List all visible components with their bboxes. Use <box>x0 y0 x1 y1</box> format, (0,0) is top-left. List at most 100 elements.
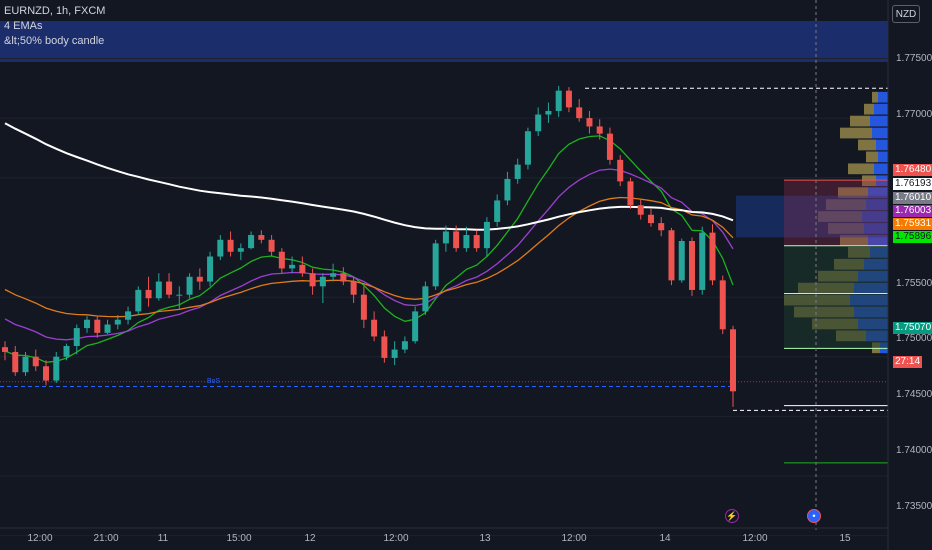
y-tick: 1.74500 <box>896 389 932 400</box>
candle-body <box>360 294 367 320</box>
candles <box>2 85 736 407</box>
volume-bar-yellow <box>864 103 874 115</box>
candle-body <box>637 205 644 215</box>
candle-body <box>135 289 142 312</box>
candle-body <box>576 107 583 119</box>
candle-body <box>514 164 521 179</box>
calendar-icon[interactable]: • <box>807 509 821 523</box>
candle-body <box>84 319 91 329</box>
candle-body <box>483 221 490 249</box>
candle-body <box>207 256 214 282</box>
currency-badge[interactable]: NZD <box>892 5 920 23</box>
candle-body <box>524 131 531 165</box>
y-tick: 1.77500 <box>896 53 932 64</box>
price-label-5: 1.75931 <box>893 218 932 230</box>
candle-body <box>678 240 685 281</box>
candle-body <box>699 232 706 290</box>
volume-bar-blue <box>876 175 888 187</box>
candle-body <box>125 311 132 320</box>
volume-bar-yellow <box>848 163 874 175</box>
y-tick: 1.74000 <box>896 445 932 456</box>
x-tick: 12:00 <box>742 533 768 544</box>
candle-body <box>432 243 439 287</box>
volume-bar-yellow <box>866 151 878 163</box>
zones <box>736 179 888 349</box>
candle-body <box>155 281 162 299</box>
x-tick: 11 <box>157 533 169 544</box>
candle-body <box>73 328 80 346</box>
candle-body <box>371 319 378 337</box>
candle-body <box>606 133 613 160</box>
price-label-7: 1.75070 <box>893 322 932 334</box>
candle-body <box>688 240 695 290</box>
price-label-1: 1.76480 <box>893 164 932 176</box>
price-label-6: 1.75896 <box>893 231 932 243</box>
candle-body <box>494 200 501 222</box>
candle-body <box>647 214 654 224</box>
ema-line <box>4 168 734 341</box>
session-band <box>0 21 888 62</box>
value-area-lower <box>784 245 888 349</box>
candle-body <box>401 341 408 350</box>
candle-body <box>719 280 726 330</box>
x-tick: 14 <box>659 533 671 544</box>
candle-body <box>32 356 39 367</box>
volume-bar-blue <box>874 103 888 115</box>
candle-body <box>412 311 419 342</box>
x-tick: 12:00 <box>383 533 409 544</box>
volume-bar-yellow <box>862 175 876 187</box>
candle-body <box>227 239 234 252</box>
volume-bar-yellow <box>840 127 872 139</box>
candle-body <box>309 273 316 287</box>
volume-bar-yellow <box>840 235 868 246</box>
candle-body <box>422 286 429 312</box>
candle-body <box>565 90 572 108</box>
lightning-icon[interactable]: ⚡ <box>725 509 739 523</box>
volume-bar-blue <box>876 139 888 151</box>
candle-body <box>22 356 29 373</box>
candle-body <box>145 289 152 299</box>
candle-body <box>94 319 101 333</box>
x-tick: 13 <box>479 533 491 544</box>
candle-body <box>217 239 224 257</box>
volume-bar-blue <box>878 91 888 103</box>
candle-body <box>535 114 542 132</box>
candle-body <box>340 273 347 282</box>
candle-body <box>196 276 203 282</box>
candle-body <box>114 319 121 325</box>
candle-body <box>545 110 552 115</box>
candle-body <box>504 178 511 201</box>
candle-body <box>258 235 265 240</box>
volume-bar-blue <box>868 235 888 246</box>
candle-body <box>166 281 173 295</box>
symbol-title: EURNZD, 1h, FXCM <box>4 5 106 17</box>
candle-body <box>596 126 603 134</box>
candle-body <box>730 329 736 392</box>
x-tick: 15:00 <box>226 533 252 544</box>
volume-bar-yellow <box>838 187 868 199</box>
candle-body <box>668 230 675 281</box>
volume-bar-blue <box>874 163 888 175</box>
levels <box>0 87 888 464</box>
candle-body <box>237 248 244 252</box>
candle-body <box>299 264 306 274</box>
x-tick: 12:00 <box>561 533 587 544</box>
candle-body <box>330 273 337 277</box>
candle-body <box>350 281 357 295</box>
candle-body <box>63 345 70 357</box>
candle-body <box>278 251 285 269</box>
indicator-ema-label[interactable]: 4 EMAs <box>4 20 43 32</box>
indicator-body-candle-label[interactable]: &lt;50% body candle <box>4 35 105 47</box>
candle-body <box>186 276 193 295</box>
x-tick: 12 <box>304 533 316 544</box>
y-tick: 1.75000 <box>896 333 932 344</box>
candle-body <box>473 235 480 249</box>
candle-body <box>709 232 716 281</box>
volume-bar-blue <box>870 115 888 127</box>
candle-body <box>319 276 326 287</box>
candle-body <box>555 90 562 111</box>
candle-body <box>658 223 665 231</box>
price-label-4: 1.76003 <box>893 205 932 217</box>
